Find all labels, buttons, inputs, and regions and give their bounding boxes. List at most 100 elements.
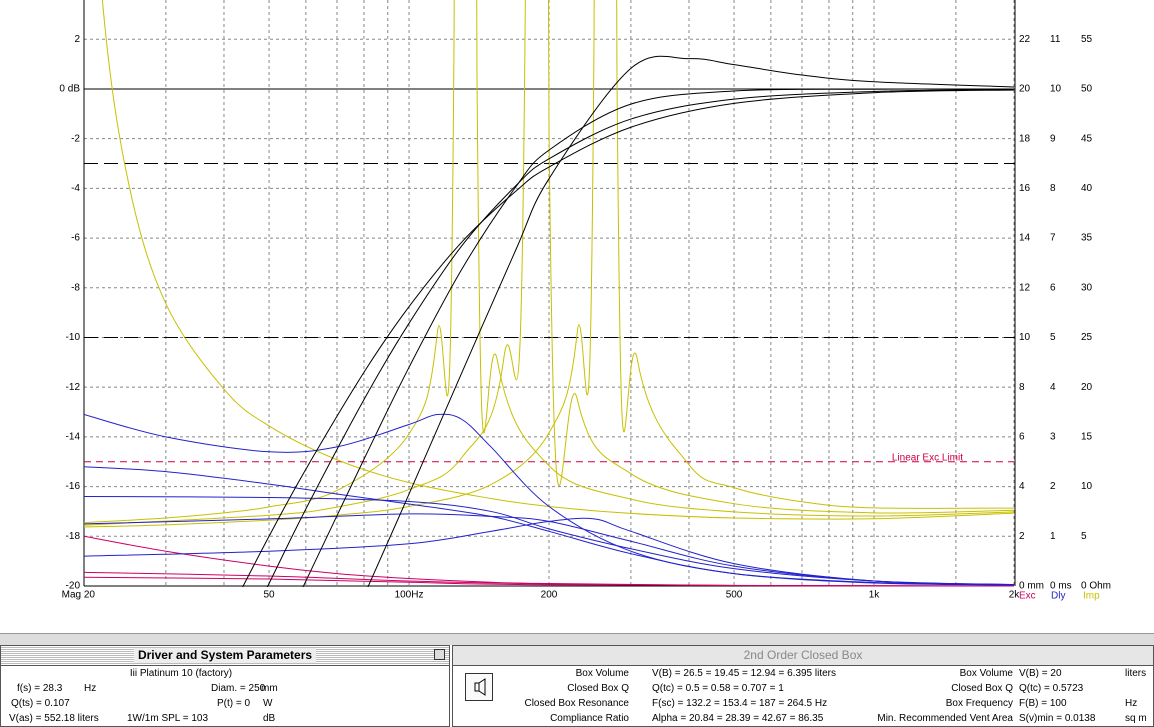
- y-right-tick-label: 20: [1019, 84, 1031, 95]
- param-label: Closed Box Resonance: [524, 698, 629, 709]
- y-right-tick-label: 6: [1019, 432, 1025, 443]
- y-right-tick-label: 0 ms: [1050, 581, 1072, 592]
- y-right-tick-label: 4: [1050, 382, 1056, 393]
- x-tick-label: 500: [726, 590, 743, 601]
- vent-label: Box Volume: [959, 668, 1013, 679]
- legend-label: Imp: [1083, 591, 1100, 602]
- y-tick-label: -6: [71, 233, 80, 244]
- x-tick-label: 100Hz: [395, 590, 424, 601]
- x-tick-label: 2k: [1009, 590, 1021, 601]
- y-tick-label: -16: [66, 481, 81, 492]
- unit: W: [263, 698, 273, 709]
- y-right-tick-label: 2: [1050, 481, 1056, 492]
- param-label: Closed Box Q: [567, 683, 629, 694]
- y-tick-label: -20: [66, 581, 81, 592]
- y-right-tick-label: 9: [1050, 133, 1056, 144]
- window-strip: [0, 633, 1154, 645]
- curve: [84, 517, 1015, 586]
- y-right-tick-label: 6: [1050, 282, 1056, 293]
- y-tick-label: -2: [71, 133, 80, 144]
- y-right-tick-label: 4: [1019, 481, 1025, 492]
- curve: [367, 55, 1015, 587]
- y-right-tick-label: 16: [1019, 183, 1031, 194]
- curve: [84, 576, 1015, 587]
- curve: [84, 0, 1015, 524]
- y-tick-label: -8: [71, 282, 80, 293]
- y-right-tick-label: 5: [1050, 332, 1056, 343]
- box-panel: 2nd Order Closed Box Box Volume V(B) = 26…: [452, 645, 1154, 727]
- y-right-tick-label: 1: [1050, 531, 1056, 542]
- y-right-tick-label: 25: [1081, 332, 1093, 343]
- x-tick-label: 1k: [869, 590, 881, 601]
- collapse-box[interactable]: [434, 649, 445, 660]
- y-right-tick-label: 0 Ohm: [1081, 581, 1111, 592]
- curve: [266, 88, 1015, 587]
- y-right-tick-label: 3: [1050, 432, 1056, 443]
- param: 1W/1m SPL = 103: [127, 713, 209, 724]
- icon: [474, 678, 486, 696]
- y-right-tick-label: 10: [1081, 481, 1093, 492]
- curve: [84, 0, 1015, 526]
- y-right-tick-label: 40: [1081, 183, 1093, 194]
- param: f(s) = 28.3: [17, 683, 63, 694]
- legend-label: Dly: [1051, 591, 1065, 602]
- y-right-tick-label: 30: [1081, 282, 1093, 293]
- y-tick-label: -14: [66, 432, 81, 443]
- param-value: F(sc) = 132.2 = 153.4 = 187 = 264.5 Hz: [652, 698, 828, 709]
- param-value: V(B) = 26.5 = 19.45 = 12.94 = 6.395 lite…: [652, 668, 837, 679]
- vent-unit: liters: [1125, 668, 1147, 679]
- legend-label: Exc: [1019, 591, 1036, 602]
- param-value: Q(tc) = 0.5 = 0.58 = 0.707 = 1: [652, 683, 784, 694]
- y-tick-label: -18: [66, 531, 81, 542]
- y-right-tick-label: 22: [1019, 34, 1031, 45]
- vent-label: Min. Recommended Vent Area: [877, 713, 1013, 724]
- param-value: Alpha = 20.84 = 28.39 = 42.67 = 86.35: [652, 713, 824, 724]
- curve: [84, 466, 1015, 586]
- param: Diam. = 250: [211, 683, 266, 694]
- unit: Hz: [84, 683, 97, 694]
- curve: [242, 89, 1015, 587]
- y-right-tick-label: 0 mm: [1019, 581, 1044, 592]
- chart: Mag 20 50 100Hz 200 500 1k 2k -20 -18 -16 -14 -12 -1…: [59, 0, 1111, 602]
- param-label: Compliance Ratio: [550, 713, 629, 724]
- y-right-tick-label: 45: [1081, 133, 1093, 144]
- y-right-tick-label: 5: [1081, 531, 1087, 542]
- y-right-tick-label: 35: [1081, 233, 1093, 244]
- driver-name: Iii Platinum 10 (factory): [129, 668, 233, 679]
- y-tick-label: -4: [71, 183, 80, 194]
- vent-label: Closed Box Q: [951, 683, 1013, 694]
- y-right-tick-label: 14: [1019, 233, 1031, 244]
- driver-panel: Driver and System Parameters Iii Platinu…: [0, 645, 450, 727]
- y-tick-label: 2: [74, 34, 80, 45]
- vent-label: Box Frequency: [945, 698, 1013, 709]
- unit: dB: [263, 713, 276, 724]
- y-tick-label: 0 dB: [59, 84, 80, 95]
- vent-value: V(B) = 20: [1019, 668, 1062, 679]
- y-right-tick-label: 2: [1019, 531, 1025, 542]
- vent-value: Q(tc) = 0.5723: [1019, 683, 1084, 694]
- y-right-tick-label: 11: [1050, 34, 1061, 45]
- x-tick-label: Mag 20: [62, 590, 96, 601]
- y-right-tick-label: 7: [1050, 233, 1056, 244]
- param: V(as) = 552.18 liters: [9, 713, 99, 724]
- y-right-tick-label: 8: [1050, 183, 1056, 194]
- title-bar: 2nd Order Closed Box: [453, 646, 1153, 666]
- title-bar: Driver and System Parameters: [1, 646, 449, 666]
- y-right-tick-label: 10: [1050, 84, 1062, 95]
- y-right-tick-label: 8: [1019, 382, 1025, 393]
- curve: [84, 0, 1015, 528]
- vent-value: F(B) = 100: [1019, 698, 1067, 709]
- x-tick-label: 200: [541, 590, 558, 601]
- vent-unit: Hz: [1125, 698, 1138, 709]
- y-tick-label: -12: [66, 382, 81, 393]
- y-right-tick-label: 12: [1019, 282, 1031, 293]
- vent-unit: sq m: [1125, 713, 1147, 724]
- speaker-icon[interactable]: [465, 673, 493, 701]
- x-tick-label: 50: [263, 590, 275, 601]
- y-tick-label: -10: [66, 332, 81, 343]
- panel-title: Driver and System Parameters: [133, 648, 317, 663]
- panel-title: 2nd Order Closed Box: [739, 648, 867, 663]
- param: P(t) = 0: [217, 698, 251, 709]
- y-right-tick-label: 18: [1019, 133, 1031, 144]
